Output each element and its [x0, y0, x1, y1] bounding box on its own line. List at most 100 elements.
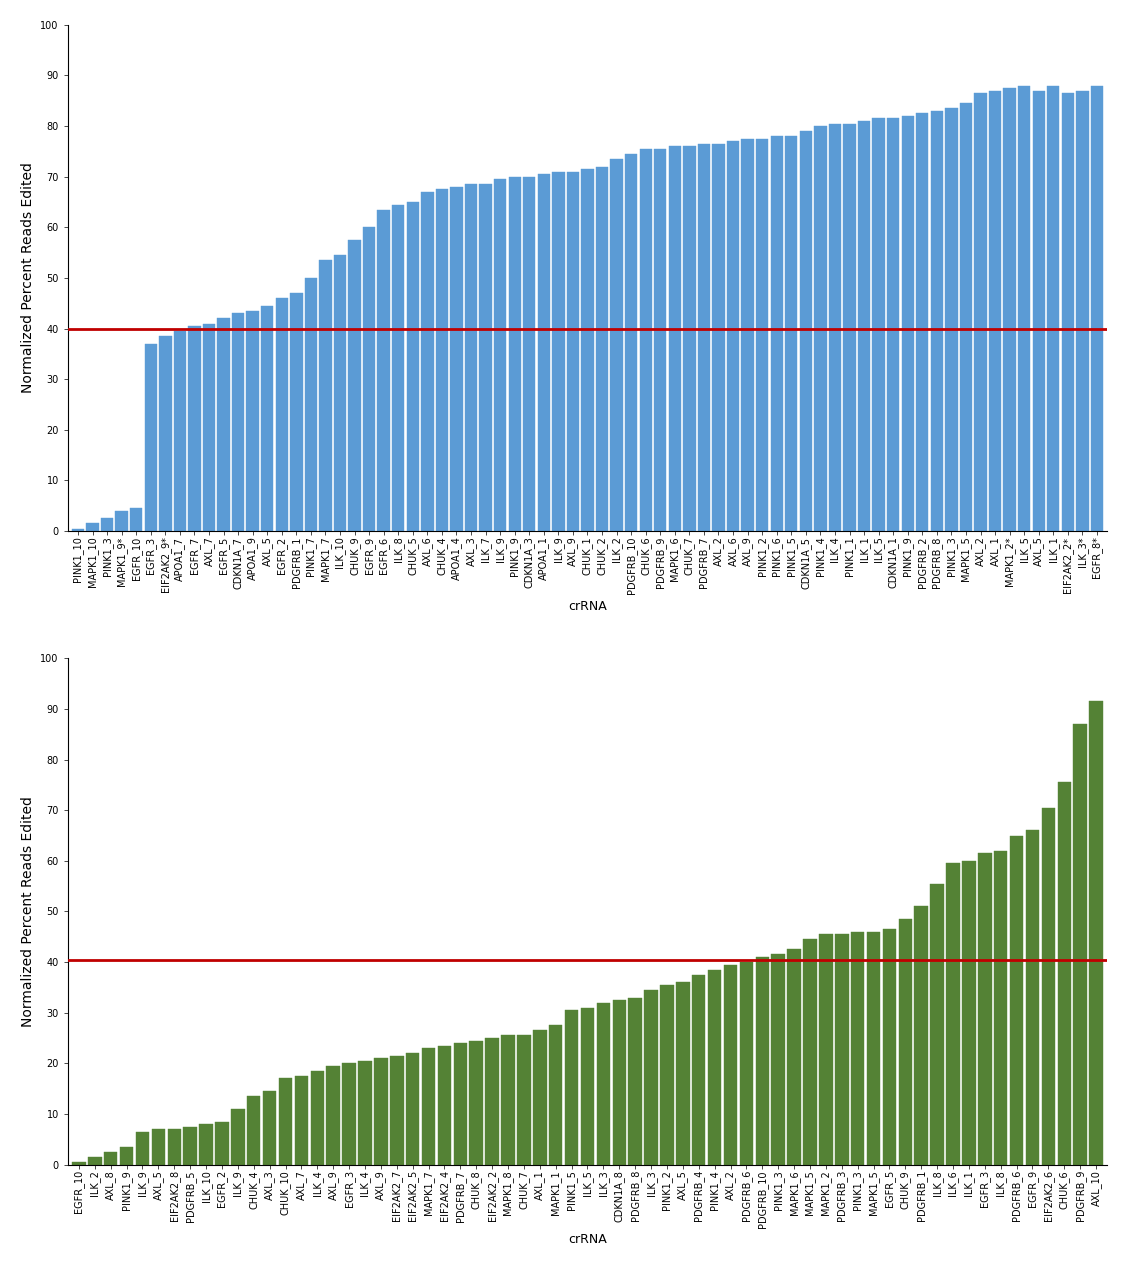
Bar: [866, 931, 880, 1164]
Bar: [501, 1035, 514, 1164]
Bar: [931, 883, 944, 1164]
Bar: [494, 179, 506, 531]
Bar: [1032, 91, 1045, 531]
Bar: [218, 318, 230, 531]
Bar: [390, 1055, 404, 1164]
Bar: [566, 171, 579, 531]
Bar: [144, 343, 157, 531]
Bar: [87, 523, 99, 531]
Bar: [517, 1035, 530, 1164]
Bar: [319, 260, 332, 531]
Bar: [479, 184, 492, 531]
Bar: [465, 184, 477, 531]
Bar: [88, 1157, 102, 1164]
Bar: [247, 310, 258, 531]
Bar: [275, 298, 288, 531]
Bar: [130, 508, 142, 531]
Bar: [613, 1000, 626, 1164]
Bar: [597, 1002, 610, 1164]
Bar: [565, 1010, 579, 1164]
Bar: [741, 138, 754, 531]
Bar: [549, 1025, 563, 1164]
Bar: [756, 957, 769, 1164]
Bar: [628, 997, 642, 1164]
Bar: [188, 326, 201, 531]
Bar: [310, 1071, 324, 1164]
Bar: [872, 119, 884, 531]
Bar: [676, 982, 689, 1164]
Bar: [770, 136, 783, 531]
Bar: [989, 91, 1002, 531]
Bar: [1025, 830, 1039, 1164]
Bar: [945, 109, 958, 531]
Bar: [698, 143, 711, 531]
Bar: [393, 204, 405, 531]
Bar: [342, 1063, 355, 1164]
Bar: [712, 143, 724, 531]
Bar: [844, 124, 856, 531]
Bar: [538, 174, 550, 531]
Y-axis label: Normalized Percent Reads Edited: Normalized Percent Reads Edited: [20, 796, 35, 1026]
Bar: [135, 1131, 149, 1164]
Bar: [787, 949, 801, 1164]
Bar: [553, 171, 564, 531]
Bar: [756, 138, 768, 531]
Bar: [946, 863, 960, 1164]
Bar: [174, 331, 186, 531]
Bar: [962, 860, 976, 1164]
Bar: [1058, 782, 1070, 1164]
Bar: [1091, 86, 1103, 531]
Bar: [772, 954, 785, 1164]
Bar: [975, 94, 987, 531]
Bar: [453, 1043, 467, 1164]
Bar: [1090, 702, 1103, 1164]
Bar: [115, 511, 127, 531]
Bar: [421, 191, 433, 531]
X-axis label: crRNA: crRNA: [569, 1233, 607, 1247]
Bar: [654, 148, 667, 531]
Bar: [901, 117, 914, 531]
Bar: [523, 176, 536, 531]
Bar: [363, 227, 376, 531]
Bar: [724, 964, 738, 1164]
Bar: [438, 1045, 451, 1164]
Bar: [151, 1129, 165, 1164]
Bar: [644, 990, 658, 1164]
Bar: [349, 239, 361, 531]
Bar: [726, 141, 739, 531]
Bar: [800, 132, 812, 531]
Bar: [803, 939, 817, 1164]
Bar: [374, 1058, 388, 1164]
Bar: [261, 305, 273, 531]
Bar: [610, 158, 623, 531]
Bar: [469, 1040, 483, 1164]
Bar: [72, 528, 85, 531]
Bar: [334, 255, 346, 531]
Bar: [994, 850, 1007, 1164]
Bar: [829, 124, 841, 531]
Bar: [1074, 725, 1087, 1164]
Bar: [581, 169, 593, 531]
Bar: [326, 1066, 340, 1164]
Bar: [231, 1109, 245, 1164]
Bar: [915, 906, 928, 1164]
Bar: [819, 934, 832, 1164]
Bar: [294, 1076, 308, 1164]
Bar: [406, 201, 418, 531]
Bar: [669, 146, 681, 531]
Bar: [640, 148, 652, 531]
Bar: [509, 176, 521, 531]
Bar: [978, 853, 992, 1164]
Bar: [120, 1147, 133, 1164]
Bar: [835, 934, 848, 1164]
Bar: [899, 919, 913, 1164]
Bar: [851, 931, 864, 1164]
Bar: [858, 122, 870, 531]
Bar: [485, 1038, 499, 1164]
Bar: [931, 111, 943, 531]
Bar: [708, 969, 722, 1164]
Bar: [1017, 86, 1030, 531]
Bar: [883, 929, 896, 1164]
Bar: [1041, 807, 1055, 1164]
Bar: [450, 186, 462, 531]
